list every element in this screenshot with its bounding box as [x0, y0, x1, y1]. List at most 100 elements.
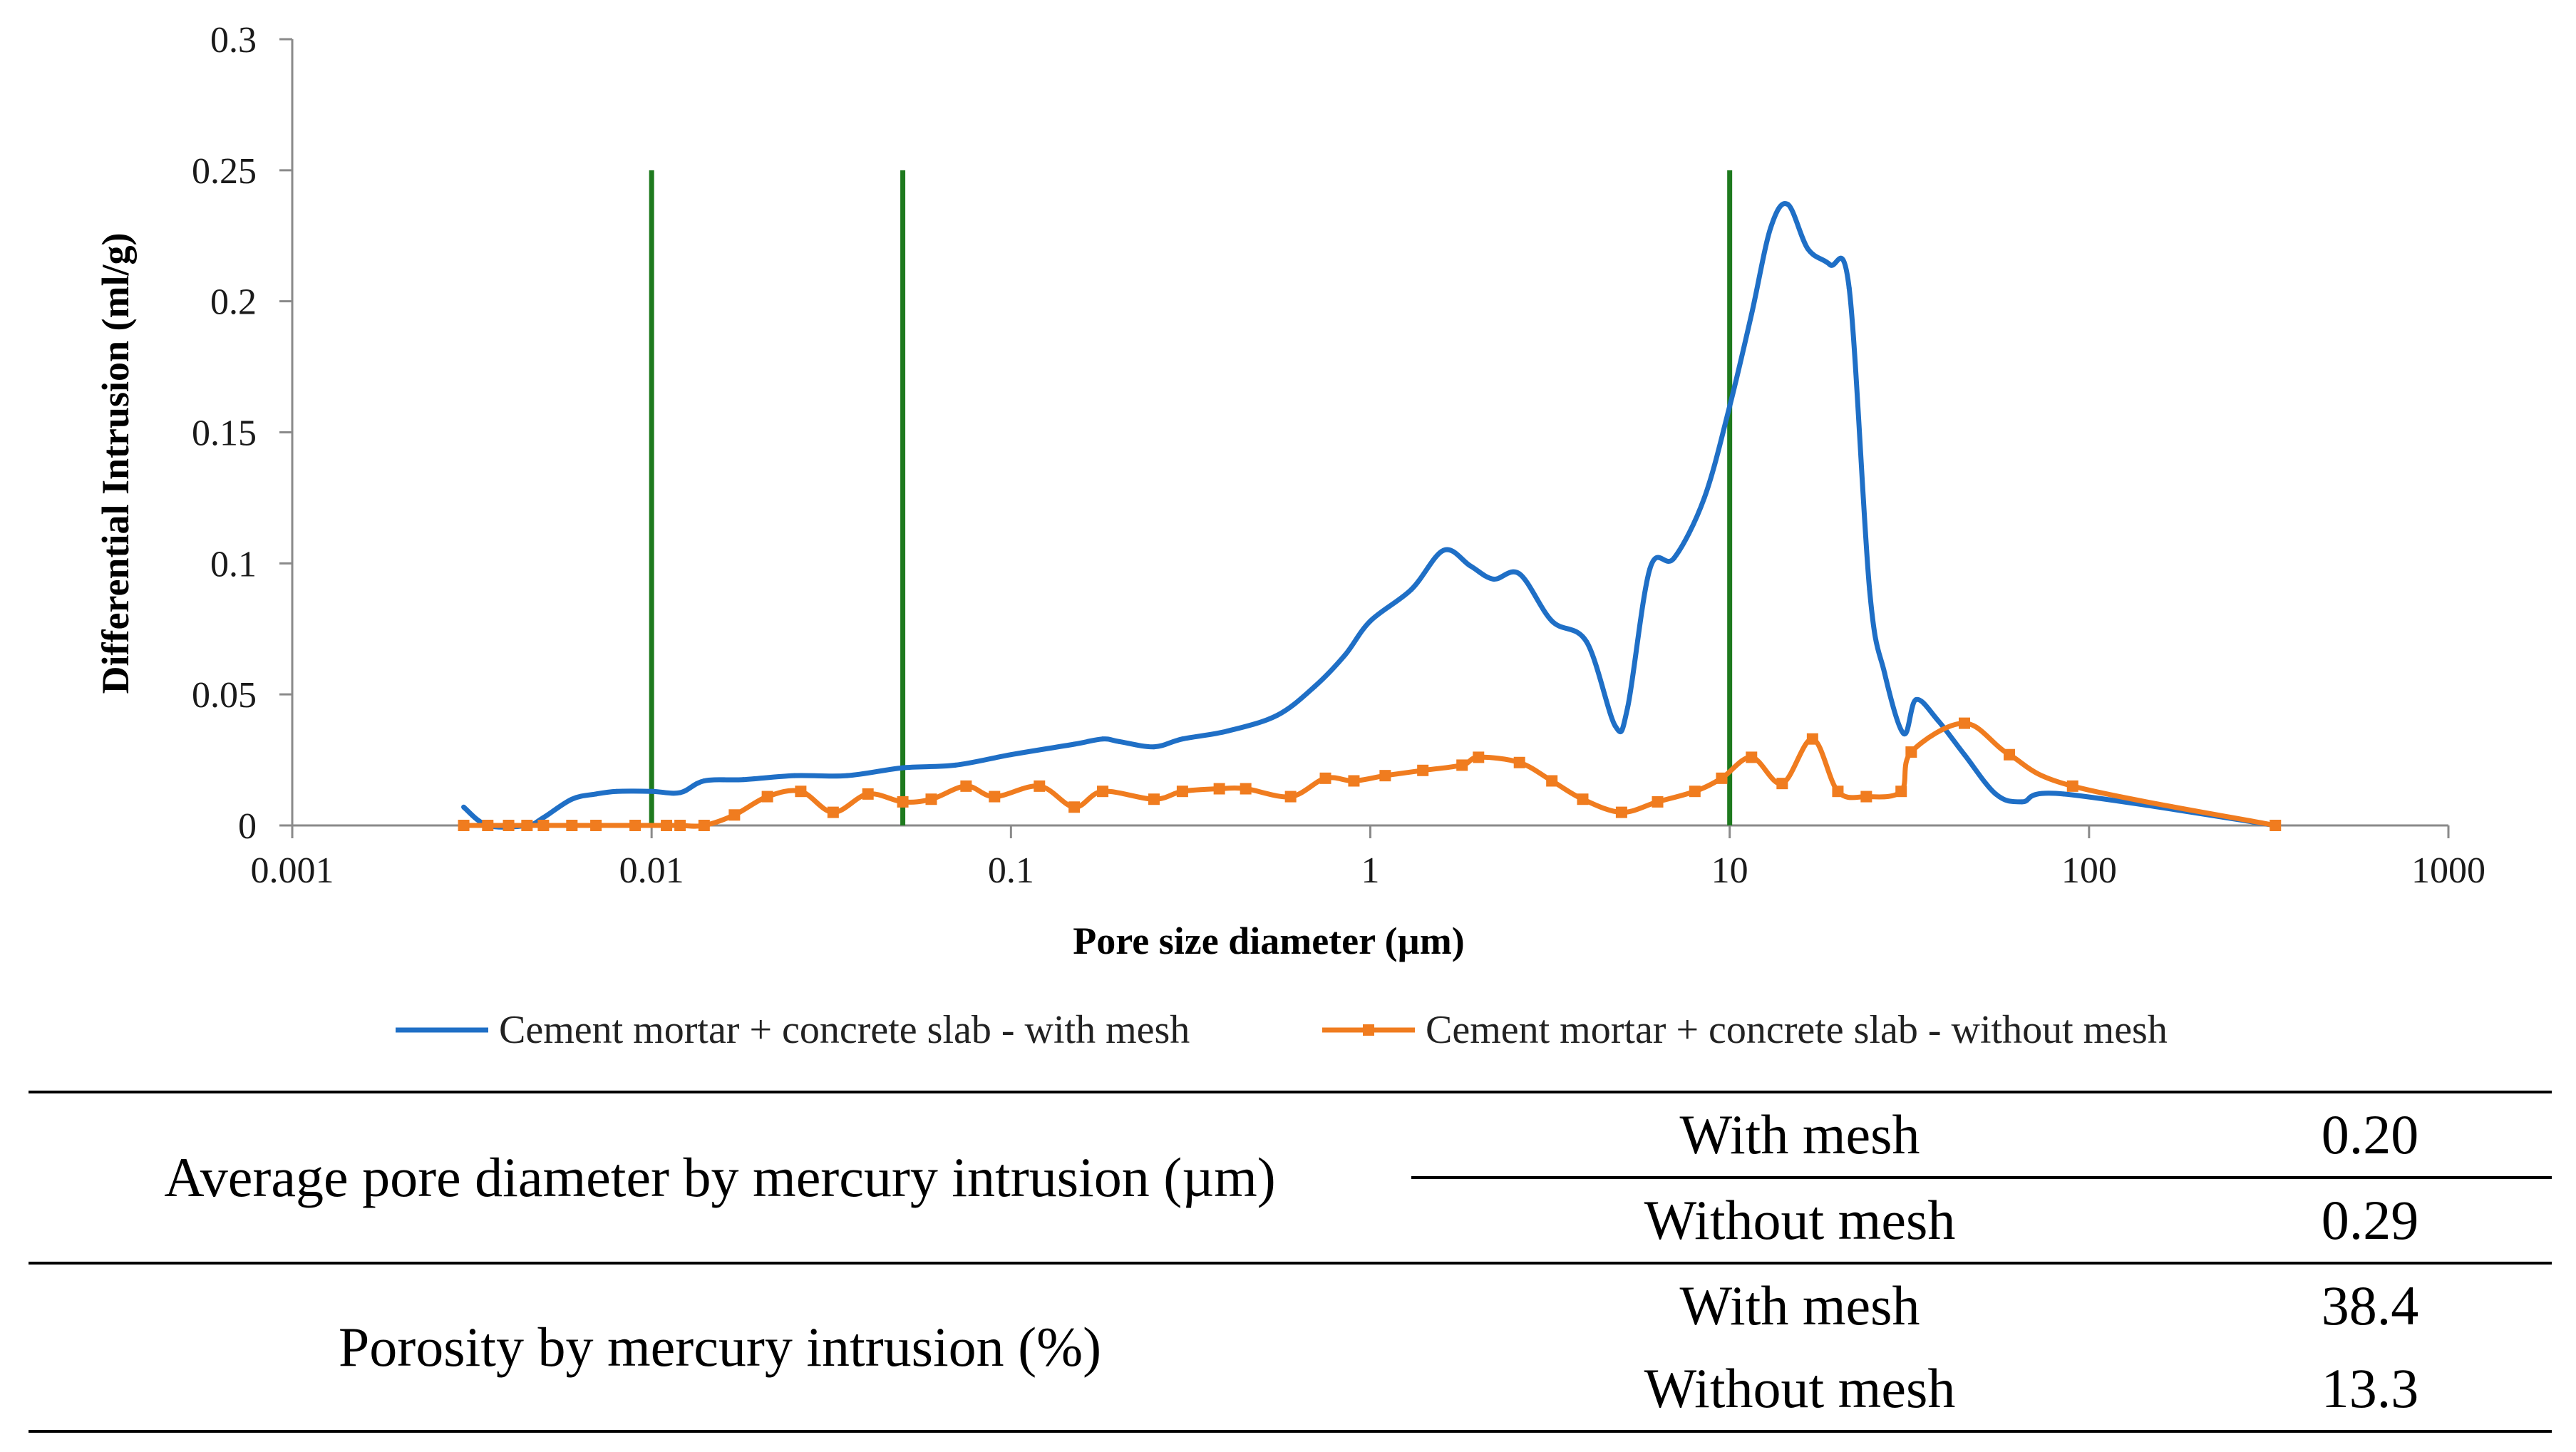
data-point	[1456, 759, 1468, 771]
data-point	[2270, 820, 2282, 831]
data-point	[1240, 783, 1252, 795]
data-point	[1517, 571, 1523, 577]
metric-avg-pore-diameter: Average pore diameter by mercury intrusi…	[29, 1091, 1411, 1263]
data-point	[1116, 738, 1122, 744]
data-point	[1727, 403, 1733, 409]
data-point	[1785, 202, 1791, 207]
data-point	[1671, 555, 1677, 561]
data-point	[540, 815, 546, 820]
data-point	[1008, 752, 1014, 758]
data-point	[862, 788, 874, 800]
data-point	[1905, 746, 1917, 758]
data-point	[698, 820, 710, 831]
data-point	[827, 806, 839, 818]
data-point	[661, 820, 673, 831]
data-point	[1034, 780, 1046, 792]
data-point	[792, 773, 798, 778]
data-point	[741, 777, 746, 783]
data-point	[1368, 618, 1373, 624]
data-point	[1408, 587, 1414, 592]
data-point	[1832, 786, 1844, 798]
value-cell: 0.29	[2321, 1189, 2419, 1251]
data-point	[593, 791, 599, 797]
y-tick-label: 0.25	[192, 151, 257, 192]
data-point	[1958, 717, 1970, 729]
data-point	[629, 820, 642, 831]
data-point	[1577, 793, 1589, 805]
data-point	[1768, 225, 1773, 231]
data-point	[1097, 786, 1109, 798]
data-point	[677, 790, 683, 795]
data-point	[795, 786, 807, 798]
legend-label: Cement mortar + concrete slab - with mes…	[499, 1008, 1190, 1052]
data-point	[1647, 566, 1653, 572]
data-point	[1935, 718, 1941, 724]
data-point	[1379, 770, 1391, 782]
y-tick-label: 0.1	[210, 544, 257, 585]
legend-label: Cement mortar + concrete slab - without …	[1426, 1008, 2168, 1052]
data-point	[900, 765, 906, 771]
condition-cell: Without mesh	[1411, 1347, 2188, 1433]
data-point	[458, 820, 470, 831]
data-point	[569, 796, 575, 802]
value-cell: 0.20	[2188, 1091, 2552, 1179]
data-point	[960, 780, 972, 792]
data-point	[1274, 713, 1280, 719]
data-point	[1148, 793, 1160, 805]
legend-item: Cement mortar + concrete slab - without …	[1322, 1008, 2168, 1052]
data-point	[1284, 791, 1297, 803]
data-point	[503, 820, 515, 831]
data-point	[2066, 780, 2078, 792]
x-tick-label: 1	[1361, 850, 1380, 891]
data-point	[1213, 783, 1225, 795]
data-point	[614, 788, 619, 794]
data-point	[925, 793, 937, 805]
data-point	[1901, 731, 1907, 736]
data-point	[1913, 697, 1919, 703]
data-point	[844, 773, 850, 778]
series-without-mesh	[458, 717, 2282, 831]
data-point	[1513, 756, 1525, 768]
data-point	[1473, 751, 1485, 763]
data-point	[1342, 652, 1348, 658]
data-point	[1867, 587, 1872, 592]
metric-porosity: Porosity by mercury intrusion (%)	[29, 1262, 1411, 1433]
y-axis-title: Differential Intrusion (ml/g)	[94, 233, 137, 694]
data-point	[1490, 576, 1496, 582]
data-point	[1624, 705, 1630, 711]
data-point	[1895, 786, 1907, 798]
data-point	[1805, 246, 1810, 252]
x-tick-label: 100	[2061, 850, 2117, 891]
data-point	[1176, 786, 1188, 798]
data-point	[1546, 775, 1558, 787]
data-point	[566, 820, 578, 831]
data-point	[1612, 723, 1618, 728]
data-point	[1584, 639, 1590, 645]
condition-cell: Without mesh	[1644, 1189, 1956, 1251]
table-row: Without mesh 0.29	[29, 1178, 2552, 1263]
data-point	[1701, 495, 1707, 500]
data-point	[1441, 547, 1446, 553]
data-point	[1860, 791, 1872, 803]
x-tick-label: 10	[1711, 850, 1748, 891]
value-cell: 38.4	[2188, 1262, 2552, 1347]
pore-size-chart: 0 0.05 0.1 0.15 0.2 0.25 0.3 0.001 0.01 0.1 1 10 100…	[94, 20, 2485, 1052]
data-point	[1748, 311, 1754, 317]
x-tick-label: 0.1	[988, 850, 1034, 891]
data-point	[1312, 684, 1317, 689]
data-point	[1652, 795, 1664, 808]
data-point	[1468, 563, 1473, 569]
data-point	[674, 820, 686, 831]
series-with-mesh	[461, 201, 2278, 830]
data-point	[1806, 733, 1818, 745]
x-tick-label: 0.01	[619, 850, 684, 891]
data-point	[989, 791, 1001, 803]
data-point	[1071, 741, 1077, 747]
y-tick-label: 0.3	[210, 20, 257, 61]
data-point	[1180, 736, 1185, 742]
data-point	[761, 791, 773, 803]
series-line	[462, 201, 2276, 830]
data-point	[1417, 764, 1429, 776]
y-tick-label: 0.2	[210, 282, 257, 323]
data-point	[701, 778, 707, 783]
